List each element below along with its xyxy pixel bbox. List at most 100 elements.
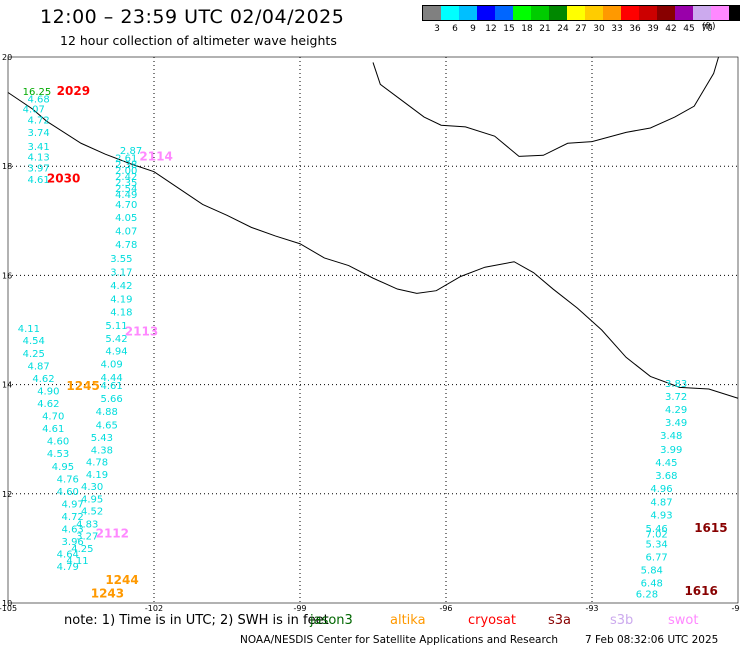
pass-label: 1615: [694, 521, 727, 535]
legend-swatch: [513, 6, 531, 20]
legend-swatch: [639, 6, 657, 20]
map-border: [7, 56, 739, 604]
axis-labels: -105 -102 -99 -96 -93 -90 20 18 16 14 12 10: [0, 53, 740, 613]
wave-height-label: 3.72: [665, 392, 687, 403]
wave-height-label: 5.11: [105, 321, 127, 332]
legend-tick: 70: [701, 24, 713, 34]
wave-height-label: 3.48: [660, 431, 682, 442]
legend-tick: 3: [434, 24, 440, 34]
legend-swatch: [531, 6, 549, 20]
pass-label: 1244: [105, 573, 138, 587]
wave-height-label: 5.46: [646, 524, 668, 535]
wave-height-label: 4.62: [37, 399, 59, 410]
legend-swatch: [621, 6, 639, 20]
wave-height-label: 4.87: [650, 497, 672, 508]
credit-line: NOAA/NESDIS Center for Satellite Applica…: [240, 634, 558, 646]
wave-height-label: 4.95: [81, 495, 103, 506]
satellite-swot: swot: [668, 613, 699, 628]
wave-height-label: 16.25: [23, 87, 52, 98]
footer-note: note: 1) Time is in UTC; 2) SWH is in fe…: [64, 613, 329, 628]
lon-label: -93: [585, 604, 598, 613]
wave-height-label: 5.42: [105, 334, 127, 345]
lon-label: -105: [0, 604, 17, 613]
wave-height-label: 4.44: [100, 373, 122, 384]
wave-height-label: 4.70: [42, 412, 64, 423]
lat-label: 10: [2, 599, 12, 608]
map-subtitle: 12 hour collection of altimeter wave hei…: [60, 33, 337, 48]
wave-height-label: 4.95: [52, 462, 74, 473]
wave-height-label: 3.55: [110, 254, 132, 265]
pass-label: 2113: [125, 324, 158, 338]
wave-height-label: 4.11: [18, 324, 40, 335]
wave-height-label: 4.61: [42, 424, 64, 435]
lat-label: 14: [2, 381, 12, 390]
wave-height-label: 4.76: [57, 474, 79, 485]
wave-height-label: 6.48: [641, 579, 663, 590]
lat-label: 18: [2, 162, 12, 171]
wave-height-label: 4.78: [86, 457, 108, 468]
wave-height-label: 3.27: [76, 532, 98, 543]
satellite-altika: altika: [390, 613, 426, 628]
wave-height-label: 6.28: [636, 590, 658, 601]
lon-label: -90: [731, 604, 740, 613]
wave-height-label: 4.38: [91, 445, 113, 456]
wave-height-label: 4.62: [32, 374, 54, 385]
wave-height-label: 4.19: [110, 295, 132, 306]
wave-height-label: 3.41: [27, 142, 49, 153]
wave-height-label: 4.25: [23, 349, 45, 360]
lat-label: 16: [2, 271, 12, 280]
legend-swatch: [585, 6, 603, 20]
wave-height-label: 3.96: [62, 537, 84, 548]
pass-label: 1245: [66, 379, 99, 393]
wave-height-label: 3.17: [110, 267, 132, 278]
wave-height-label: 4.88: [96, 407, 118, 418]
pass-label: 2030: [47, 172, 80, 186]
legend-swatch: [423, 6, 441, 20]
color-legend: 3 6 9 12 15 18 21 24 27 30 33 36 39 42 45 70 (ft): [422, 5, 740, 34]
wave-height-label: 4.72: [62, 512, 84, 523]
legend-tick: 45: [683, 24, 695, 34]
wave-height-label: 4.72: [27, 116, 49, 127]
wave-height-label: 2.42: [115, 172, 137, 183]
wave-height-label: 4.70: [115, 200, 137, 211]
legend-tick: 12: [485, 24, 497, 34]
wave-height-label: 4.19: [86, 470, 108, 481]
wave-height-label: 3.68: [655, 471, 677, 482]
wave-height-label: 4.83: [76, 520, 98, 531]
wave-height-label: 4.60: [47, 437, 69, 448]
wave-height-label: 4.63: [62, 525, 84, 536]
wave-height-label: 4.87: [27, 361, 49, 372]
map-frame: [7, 56, 739, 604]
legend-tick: 27: [575, 24, 587, 34]
wave-height-label: 4.49: [115, 190, 137, 201]
wave-height-label: 5.34: [646, 539, 668, 550]
legend-ticks: 3 6 9 12 15 18 21 24 27 30 33 36 39 42 45 70: [428, 24, 740, 34]
pass-label: 1243: [91, 587, 124, 601]
wave-height-label: 2.61: [115, 153, 137, 164]
wave-height-label: 4.93: [650, 510, 672, 521]
wave-height-label: 4.79: [57, 562, 79, 573]
wave-height-label: 4.07: [23, 105, 45, 116]
legend-swatch: [459, 6, 477, 20]
pass-label: 1616: [684, 584, 717, 598]
wave-height-label: 4.11: [66, 556, 88, 567]
pass-label: 2029: [57, 84, 90, 98]
timestamp: 7 Feb 08:32:06 UTC 2025: [585, 634, 719, 646]
legend-swatch: [441, 6, 459, 20]
wave-height-label: 4.52: [81, 507, 103, 518]
legend-swatches: [422, 5, 740, 21]
legend-tick: 30: [593, 24, 605, 34]
wave-height-label: 2.54: [115, 184, 137, 195]
legend-swatch: [711, 6, 729, 20]
legend-tick: 36: [629, 24, 641, 34]
wave-height-label: 3.97: [27, 164, 49, 175]
wave-height-label: 4.61: [27, 175, 49, 186]
lon-label: -102: [145, 604, 163, 613]
wave-height-label: 4.97: [62, 499, 84, 510]
wave-height-label: 4.09: [100, 360, 122, 371]
legend-tick: 15: [503, 24, 515, 34]
legend-tick: 6: [452, 24, 458, 34]
wave-height-label: 2.38: [115, 160, 137, 171]
